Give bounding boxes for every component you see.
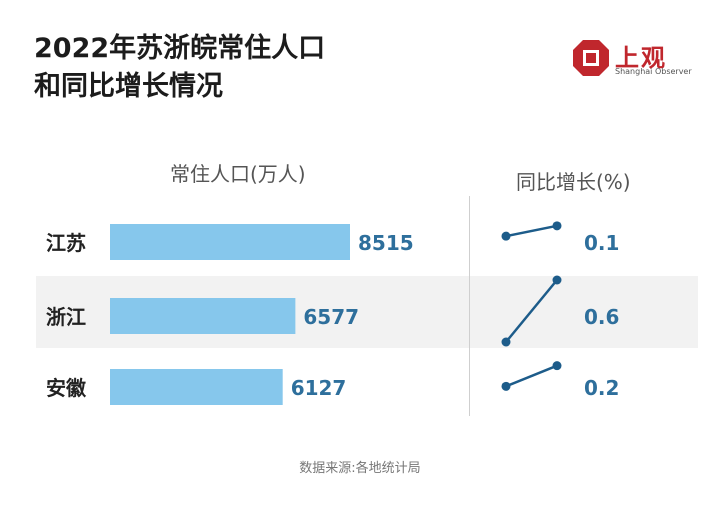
growth-end-point (552, 275, 562, 285)
population-bar (110, 298, 296, 334)
growth-end-point (552, 361, 562, 371)
population-value-label: 6577 (303, 305, 359, 329)
growth-value-label: 0.1 (584, 231, 619, 255)
population-column-header: 常住人口(万人) (170, 162, 306, 186)
growth-start-point (501, 337, 511, 347)
chart-title-line2: 和同比增长情况 (34, 71, 223, 102)
population-value-label: 8515 (358, 231, 414, 255)
growth-column-header: 同比增长(%) (516, 170, 631, 194)
growth-start-point (501, 231, 511, 241)
chart-title-line1: 2022年苏浙皖常住人口 (34, 33, 326, 64)
logo-mark-icon (573, 40, 609, 76)
growth-line (505, 279, 558, 343)
logo-text: 上观 (615, 44, 667, 72)
category-label: 江苏 (46, 231, 86, 255)
category-label: 安徽 (46, 376, 87, 400)
population-bar (110, 224, 350, 260)
growth-value-label: 0.2 (584, 376, 619, 400)
logo-subtext: Shanghai Observer (615, 67, 692, 76)
source-note: 数据来源:各地统计局 (299, 461, 421, 476)
growth-value-label: 0.6 (584, 305, 619, 329)
growth-line (505, 224, 558, 238)
growth-line (505, 364, 558, 388)
chart-title: 2022年苏浙皖常住人口 和同比增长情况 (34, 30, 325, 106)
growth-end-point (552, 221, 562, 231)
shanghai-observer-logo: 上观 Shanghai Observer (571, 38, 692, 80)
population-value-label: 6127 (291, 376, 347, 400)
category-label: 浙江 (46, 305, 86, 329)
growth-start-point (501, 381, 511, 391)
population-bar (110, 369, 283, 405)
column-divider (469, 196, 470, 416)
